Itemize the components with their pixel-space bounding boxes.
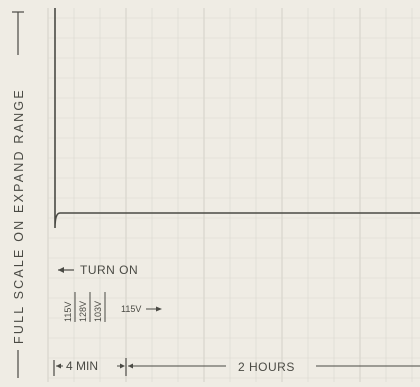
- series-trace: [54, 8, 420, 229]
- turn-on-label: TURN ON: [80, 263, 138, 277]
- voltage-label-128v: 128V: [78, 301, 88, 322]
- voltage-after-arrowhead: [156, 306, 162, 312]
- y-axis-label: FULL SCALE ON EXPAND RANGE: [12, 88, 26, 344]
- interval2-left-arrowhead: [128, 363, 133, 369]
- turn-on-arrowhead: [58, 267, 64, 273]
- voltage-label-115v: 115V: [63, 302, 73, 322]
- interval-2hours-label: 2 HOURS: [238, 360, 295, 374]
- interval-4min-label: 4 MIN: [66, 359, 98, 373]
- voltage-label-115v-after: 115V: [121, 304, 141, 314]
- interval1-right-arrowhead: [120, 363, 125, 369]
- grid: [47, 8, 420, 382]
- voltage-label-103v: 103V: [93, 301, 103, 322]
- interval1-left-arrowhead: [56, 363, 61, 369]
